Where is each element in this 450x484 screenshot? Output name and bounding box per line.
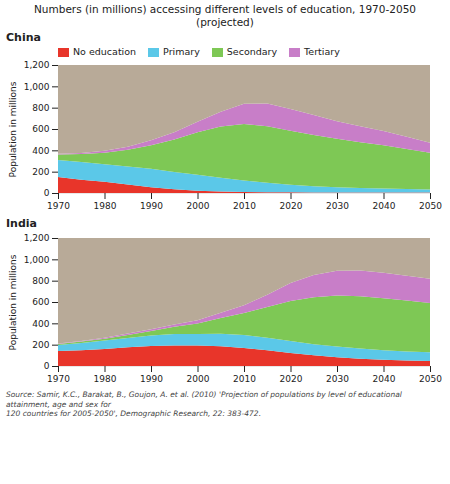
svg-text:200: 200 [32, 167, 49, 177]
svg-text:2020: 2020 [280, 201, 303, 211]
svg-text:Population in millions: Population in millions [8, 255, 18, 351]
svg-text:2030: 2030 [326, 374, 349, 384]
svg-text:2040: 2040 [373, 374, 396, 384]
svg-text:2010: 2010 [233, 374, 256, 384]
svg-text:1980: 1980 [94, 374, 117, 384]
svg-text:1980: 1980 [94, 201, 117, 211]
svg-text:400: 400 [32, 146, 49, 156]
svg-text:400: 400 [32, 319, 49, 329]
svg-text:600: 600 [32, 298, 49, 308]
svg-text:600: 600 [32, 125, 49, 135]
svg-text:1970: 1970 [47, 201, 70, 211]
svg-text:2050: 2050 [419, 374, 442, 384]
svg-text:2030: 2030 [326, 201, 349, 211]
svg-text:1,000: 1,000 [24, 82, 50, 92]
html-text:China: China [6, 31, 41, 45]
svg-text:1,000: 1,000 [24, 255, 50, 265]
svg-text:1990: 1990 [140, 201, 163, 211]
html-text:India: India [6, 217, 37, 231]
html-text:Source: Samir, K.C., Barakat,: Source: Samir, K.C., Barakat, B., Goujon… [6, 390, 402, 418]
svg-text:0: 0 [44, 189, 50, 199]
svg-text:2010: 2010 [233, 201, 256, 211]
svg-text:2020: 2020 [280, 374, 303, 384]
svg-text:2000: 2000 [187, 201, 210, 211]
svg-text:1,200: 1,200 [24, 234, 50, 244]
html-text:Tertiary: Tertiary [304, 46, 340, 58]
svg-text:2000: 2000 [187, 374, 210, 384]
svg-text:1,200: 1,200 [24, 61, 50, 71]
html-text:No education: No education [73, 46, 137, 58]
svg-text:Population in millions: Population in millions [8, 82, 18, 178]
html-text:Primary: Primary [163, 46, 200, 58]
svg-text:200: 200 [32, 340, 49, 350]
html-text:Secondary: Secondary [226, 46, 278, 58]
svg-text:2050: 2050 [419, 201, 442, 211]
svg-text:800: 800 [32, 276, 49, 286]
svg-text:2040: 2040 [373, 201, 396, 211]
svg-text:800: 800 [32, 103, 49, 113]
svg-text:1970: 1970 [47, 374, 70, 384]
svg-text:1990: 1990 [140, 374, 163, 384]
svg-text:0: 0 [44, 362, 50, 372]
html-text:Numbers (in millions) accessin: Numbers (in millions) accessing differen… [34, 3, 416, 29]
